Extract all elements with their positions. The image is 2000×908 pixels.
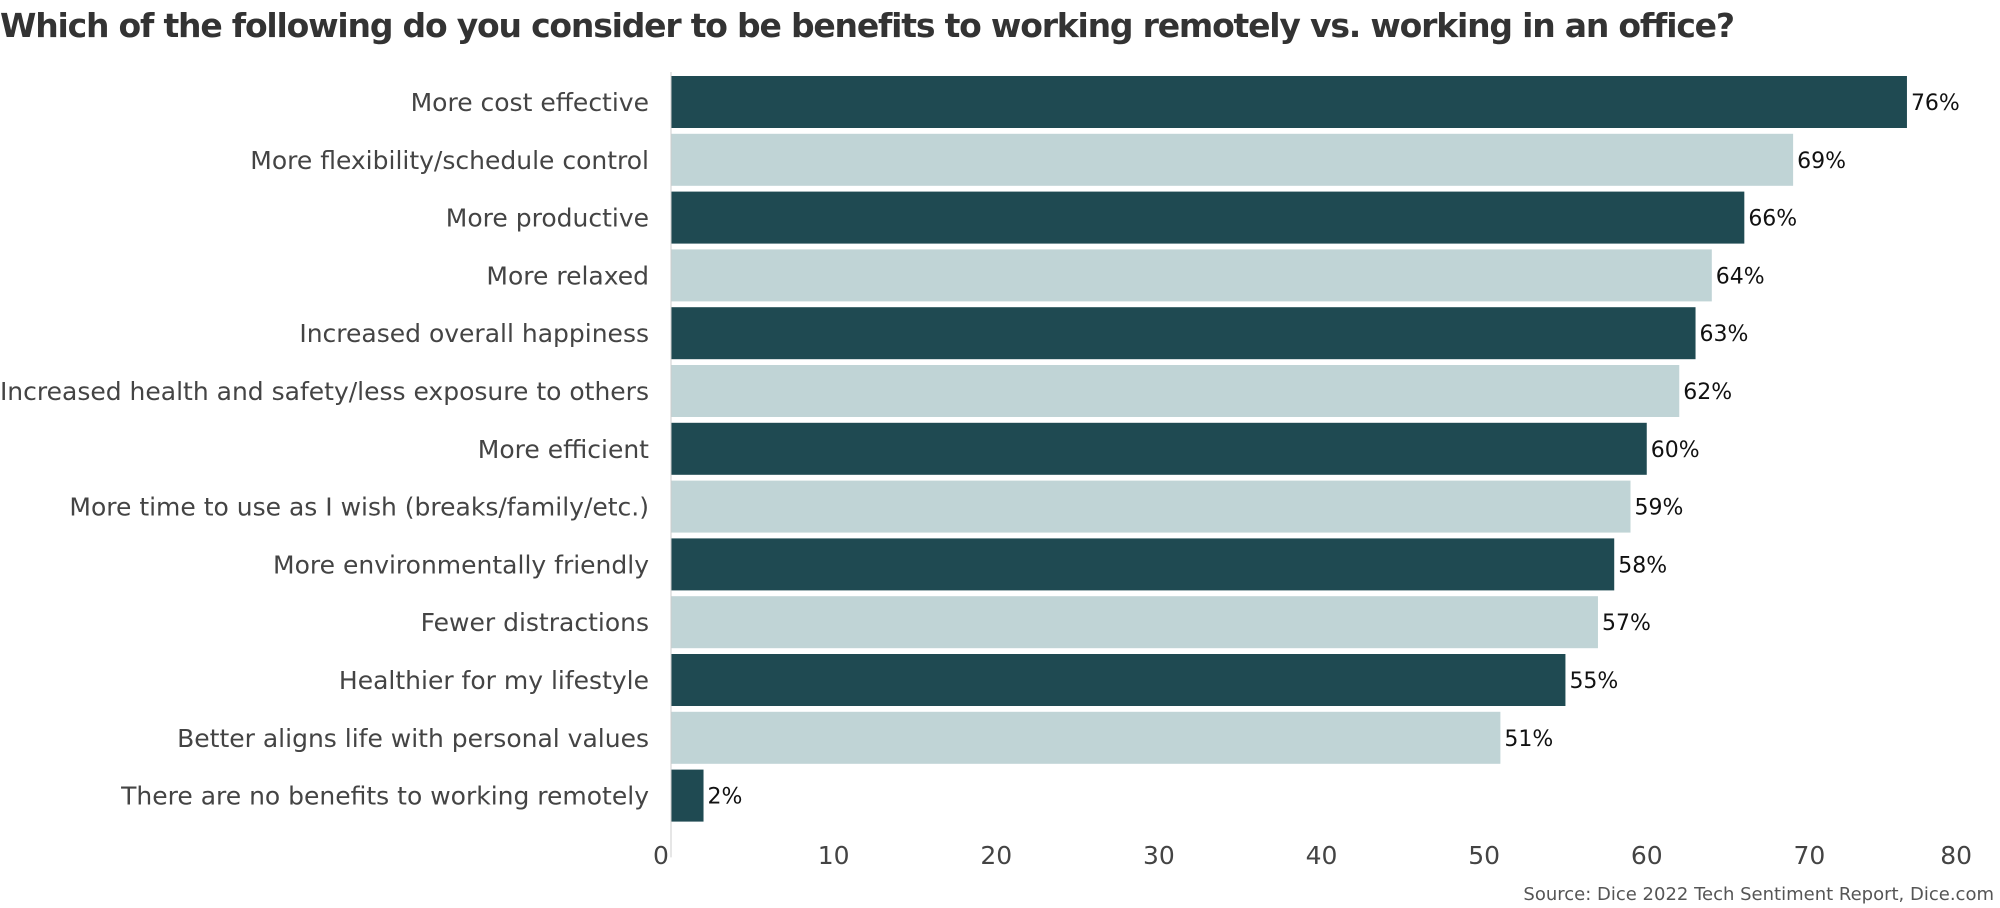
value-label: 57% xyxy=(1602,611,1651,636)
category-label: More environmentally friendly xyxy=(273,550,649,579)
category-label: More relaxed xyxy=(486,261,649,290)
value-labels: 76% 69% 66% 64% 63% 62% 60% 59% 58% 57% 55% 51% 2% xyxy=(708,91,1960,810)
source-note: Source: Dice 2022 Tech Sentiment Report,… xyxy=(1523,884,1994,905)
bar xyxy=(671,365,1680,417)
bars-layer xyxy=(671,76,1907,822)
category-label: Better aligns life with personal values xyxy=(177,724,649,753)
bar xyxy=(671,711,1501,764)
x-tick-label: 80 xyxy=(1940,841,1972,870)
bar xyxy=(671,596,1598,649)
bar xyxy=(671,769,704,822)
x-tick-label: 60 xyxy=(1631,841,1663,870)
value-label: 2% xyxy=(708,785,743,810)
category-label: More efficient xyxy=(478,435,649,464)
bar xyxy=(671,76,1907,128)
bar xyxy=(671,538,1615,591)
bar xyxy=(671,249,1712,302)
value-label: 60% xyxy=(1651,438,1700,463)
category-labels: More cost effective More flexibility/sche… xyxy=(0,88,649,811)
category-label: More productive xyxy=(446,204,649,233)
x-tick-label: 30 xyxy=(1143,841,1175,870)
value-label: 62% xyxy=(1683,380,1732,405)
value-label: 59% xyxy=(1634,496,1683,521)
x-tick-label: 0 xyxy=(653,841,669,870)
bar xyxy=(671,480,1631,533)
x-tick-label: 20 xyxy=(980,841,1012,870)
value-label: 66% xyxy=(1748,207,1797,232)
category-label: Increased health and safety/less exposur… xyxy=(0,377,649,406)
x-axis: 0 10 20 30 40 50 60 70 80 xyxy=(653,72,1972,870)
x-tick-label: 10 xyxy=(818,841,850,870)
x-tick-label: 50 xyxy=(1468,841,1500,870)
category-label: Increased overall happiness xyxy=(299,319,649,348)
category-label: More time to use as I wish (breaks/famil… xyxy=(69,493,649,522)
bar xyxy=(671,307,1696,360)
value-label: 58% xyxy=(1618,553,1667,578)
x-tick-label: 70 xyxy=(1793,841,1825,870)
value-label: 69% xyxy=(1797,149,1846,174)
bar xyxy=(671,422,1647,475)
bar xyxy=(671,654,1566,706)
value-label: 55% xyxy=(1569,669,1618,694)
value-label: 63% xyxy=(1700,322,1749,347)
bar xyxy=(671,191,1745,244)
value-label: 76% xyxy=(1911,91,1960,116)
category-label: There are no benefits to working remotel… xyxy=(120,782,649,811)
category-label: Healthier for my lifestyle xyxy=(339,666,649,695)
chart-title: Which of the following do you consider t… xyxy=(0,6,1735,45)
category-label: Fewer distractions xyxy=(421,608,649,637)
category-label: More cost effective xyxy=(411,88,649,117)
category-label: More flexibility/schedule control xyxy=(250,146,649,175)
x-tick-label: 40 xyxy=(1306,841,1338,870)
bar xyxy=(671,133,1794,186)
value-label: 64% xyxy=(1716,264,1765,289)
value-label: 51% xyxy=(1504,727,1553,752)
